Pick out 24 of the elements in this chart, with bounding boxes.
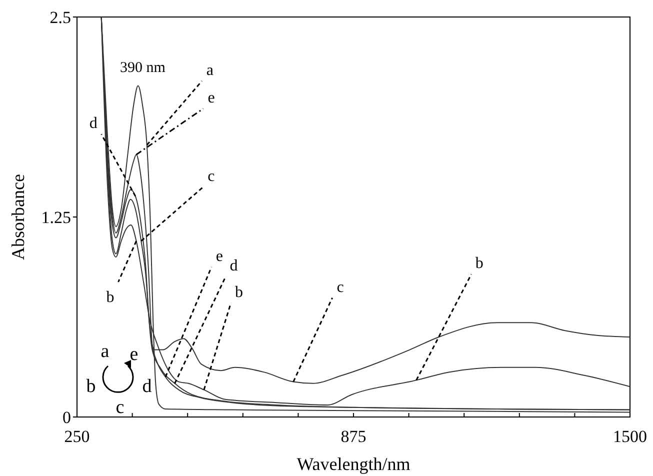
annotation: e xyxy=(208,90,215,107)
annotation: d xyxy=(142,376,152,397)
x-tick-label: 1500 xyxy=(613,427,647,446)
x-tick-label: 875 xyxy=(340,427,366,446)
annotation: d xyxy=(89,115,98,132)
y-tick-label: 2.5 xyxy=(50,8,71,27)
x-axis-title: Wavelength/nm xyxy=(296,454,410,474)
annotation: a xyxy=(100,341,110,362)
y-tick-label: 0 xyxy=(62,408,71,427)
x-tick-label: 250 xyxy=(64,427,90,446)
annotation: a xyxy=(206,62,214,79)
annotation: b xyxy=(86,376,96,397)
annotation: c xyxy=(208,168,215,185)
annotation: c xyxy=(116,397,124,418)
y-tick-label: 1.25 xyxy=(41,208,71,227)
annotation: e xyxy=(130,344,138,365)
annotation: c xyxy=(336,278,344,296)
annotation: e xyxy=(216,248,224,265)
annotation: b xyxy=(106,289,114,306)
annotation: b xyxy=(475,255,484,272)
y-axis-title: Absorbance xyxy=(8,174,28,260)
annotation: b xyxy=(234,284,243,301)
annotation: d xyxy=(230,257,238,274)
annotation: 390 nm xyxy=(120,60,166,76)
